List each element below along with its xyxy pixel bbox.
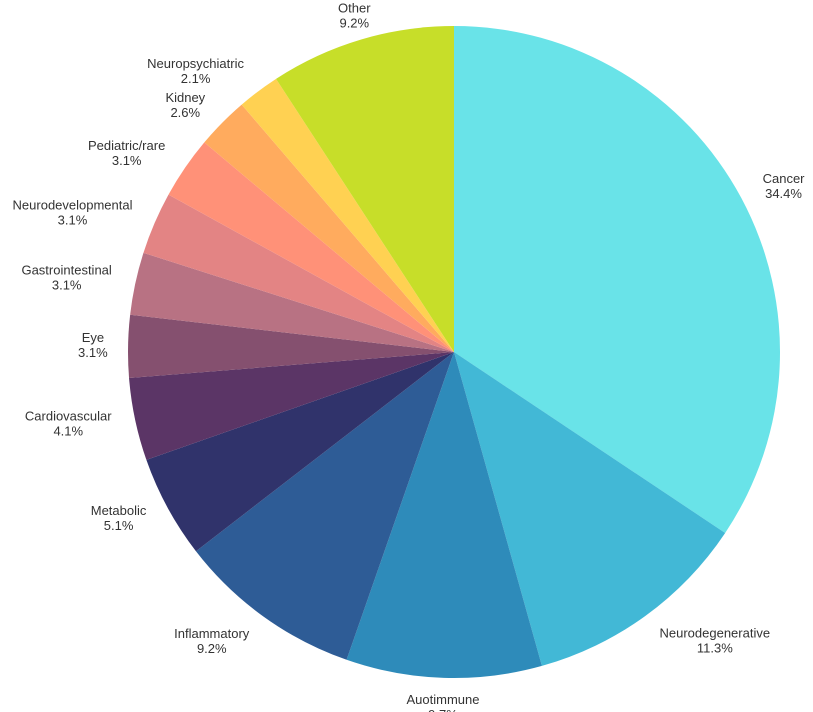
slice-label-neurodegenerative: Neurodegenerative 11.3% — [660, 625, 771, 655]
pie-labels: Cancer 34.4% Neurodegenerative 11.3% Auotimm… — [13, 1, 806, 712]
slice-label-kidney: Kidney 2.6% — [165, 90, 205, 120]
pie-slice-cancer — [454, 26, 781, 533]
slice-label-neuropsychiatric: Neuropsychiatric 2.1% — [147, 56, 244, 86]
slice-label-name: Neurodegenerative — [660, 625, 771, 640]
pie-slice-gastrointestinal — [130, 252, 454, 352]
pie-slice-cardiovascular — [129, 352, 455, 460]
slice-label-auotimmune: Auotimmune9.7% — [407, 692, 480, 712]
slice-label-value: 2.1% — [181, 71, 211, 86]
pie-slice-neurodegenerative — [454, 352, 726, 666]
pie-slice-neuropsychiatric — [241, 78, 454, 353]
pie-slice-other — [276, 26, 454, 352]
slice-label-value: 11.3% — [697, 640, 733, 655]
slice-label-value: 2.6% — [170, 105, 200, 120]
slice-label-name: Eye — [82, 330, 104, 345]
slice-label-value: 3.1% — [112, 153, 142, 168]
slice-label-value: 3.1% — [52, 277, 82, 292]
slice-label-name: Neuropsychiatric — [147, 56, 244, 71]
slice-label-name: Metabolic — [91, 503, 147, 518]
pie-slices — [127, 26, 781, 678]
pie-slice-metabolic — [146, 352, 454, 552]
pie-slice-eye — [127, 314, 454, 379]
slice-label-name: Pediatric/rare — [88, 138, 165, 153]
slice-label-neurodevelopmental: Neurodevelopmental 3.1% — [13, 198, 133, 228]
slice-label-value: 3.1% — [78, 345, 108, 360]
pie-slice-pediatric-rare — [168, 142, 455, 352]
slice-label-value: 34.4% — [765, 186, 802, 201]
pie-slice-kidney — [204, 104, 454, 353]
slice-label-name: Cardiovascular — [25, 409, 112, 424]
slice-label-pediatric-rare: Pediatric/rare 3.1% — [88, 138, 165, 168]
slice-label-name: Cancer — [763, 171, 806, 186]
slice-label-name: Kidney — [165, 90, 205, 105]
slice-label-name: Gastrointestinal — [21, 262, 111, 277]
pie-slice-auotimmune — [346, 352, 542, 678]
slice-label-value: 3.1% — [58, 213, 88, 228]
slice-label-name: Other — [338, 1, 371, 16]
slice-label-name: Neurodevelopmental — [13, 198, 133, 213]
slice-label-value: 4.1% — [53, 424, 83, 439]
pie-slice-neurodevelopmental — [143, 194, 454, 352]
slice-label-inflammatory: Inflammatory 9.2% — [174, 626, 250, 656]
pie-slice-inflammatory — [195, 352, 454, 660]
slice-label-name: Auotimmune — [407, 692, 480, 707]
slice-label-cardiovascular: Cardiovascular 4.1% — [25, 409, 112, 439]
slice-label-eye: Eye 3.1% — [78, 330, 108, 360]
slice-label-value: 9.2% — [339, 16, 369, 31]
slice-label-cancer: Cancer 34.4% — [763, 171, 806, 201]
slice-label-value: 9.7% — [428, 707, 458, 712]
slice-label-gastrointestinal: Gastrointestinal 3.1% — [21, 262, 111, 292]
slice-label-name: Inflammatory — [174, 626, 250, 641]
slice-label-metabolic: Metabolic 5.1% — [91, 503, 147, 533]
slice-label-value: 9.2% — [197, 641, 227, 656]
slice-label-value: 5.1% — [104, 518, 134, 533]
slice-label-other: Other 9.2% — [338, 1, 371, 31]
